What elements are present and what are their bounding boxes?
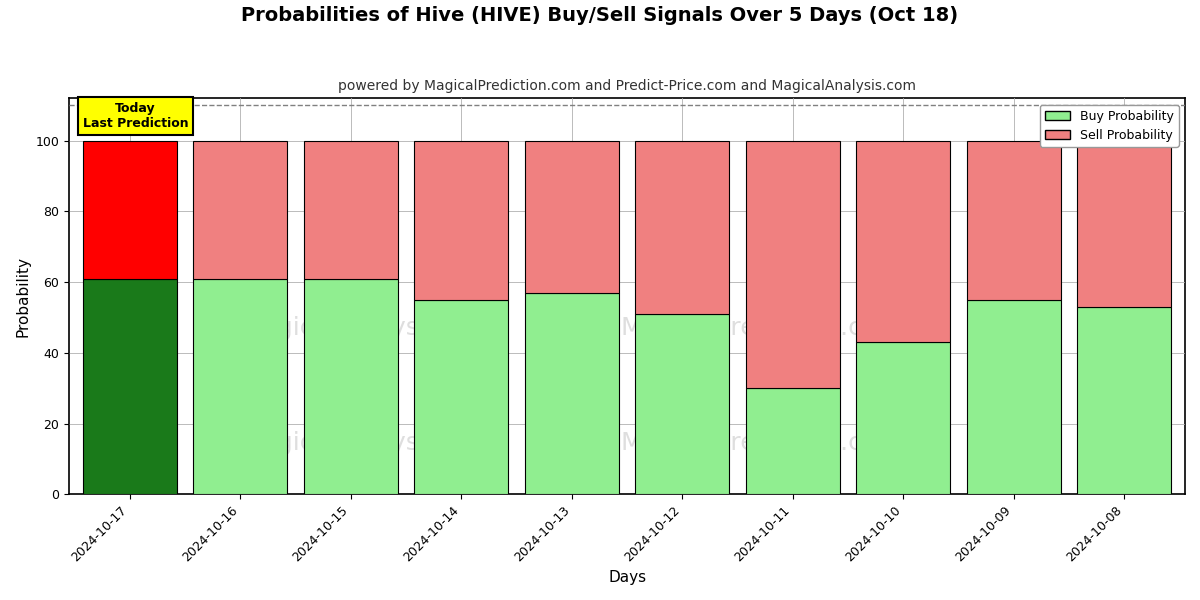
Text: MagicalPrediction.com: MagicalPrediction.com <box>620 316 901 340</box>
Bar <box>304 278 398 494</box>
Bar <box>746 141 840 388</box>
X-axis label: Days: Days <box>608 570 646 585</box>
Bar <box>414 141 509 300</box>
Bar <box>524 141 619 293</box>
Title: powered by MagicalPrediction.com and Predict-Price.com and MagicalAnalysis.com: powered by MagicalPrediction.com and Pre… <box>338 79 916 93</box>
Text: MagicalAnalysis.com: MagicalAnalysis.com <box>240 431 500 455</box>
Bar <box>304 141 398 278</box>
Bar <box>967 300 1061 494</box>
Bar <box>83 141 176 278</box>
Bar <box>524 293 619 494</box>
Bar <box>635 314 730 494</box>
Bar <box>193 141 287 278</box>
Text: Today
Last Prediction: Today Last Prediction <box>83 102 188 130</box>
Bar <box>83 278 176 494</box>
Bar <box>414 300 509 494</box>
Bar <box>1078 141 1171 307</box>
Bar <box>635 141 730 314</box>
Bar <box>857 141 950 342</box>
Text: MagicalAnalysis.com: MagicalAnalysis.com <box>240 316 500 340</box>
Bar <box>857 342 950 494</box>
Text: MagicalPrediction.com: MagicalPrediction.com <box>620 431 901 455</box>
Legend: Buy Probability, Sell Probability: Buy Probability, Sell Probability <box>1040 104 1178 147</box>
Bar <box>967 141 1061 300</box>
Bar <box>1078 307 1171 494</box>
Bar <box>193 278 287 494</box>
Text: Probabilities of Hive (HIVE) Buy/Sell Signals Over 5 Days (Oct 18): Probabilities of Hive (HIVE) Buy/Sell Si… <box>241 6 959 25</box>
Y-axis label: Probability: Probability <box>16 256 30 337</box>
Bar <box>746 388 840 494</box>
